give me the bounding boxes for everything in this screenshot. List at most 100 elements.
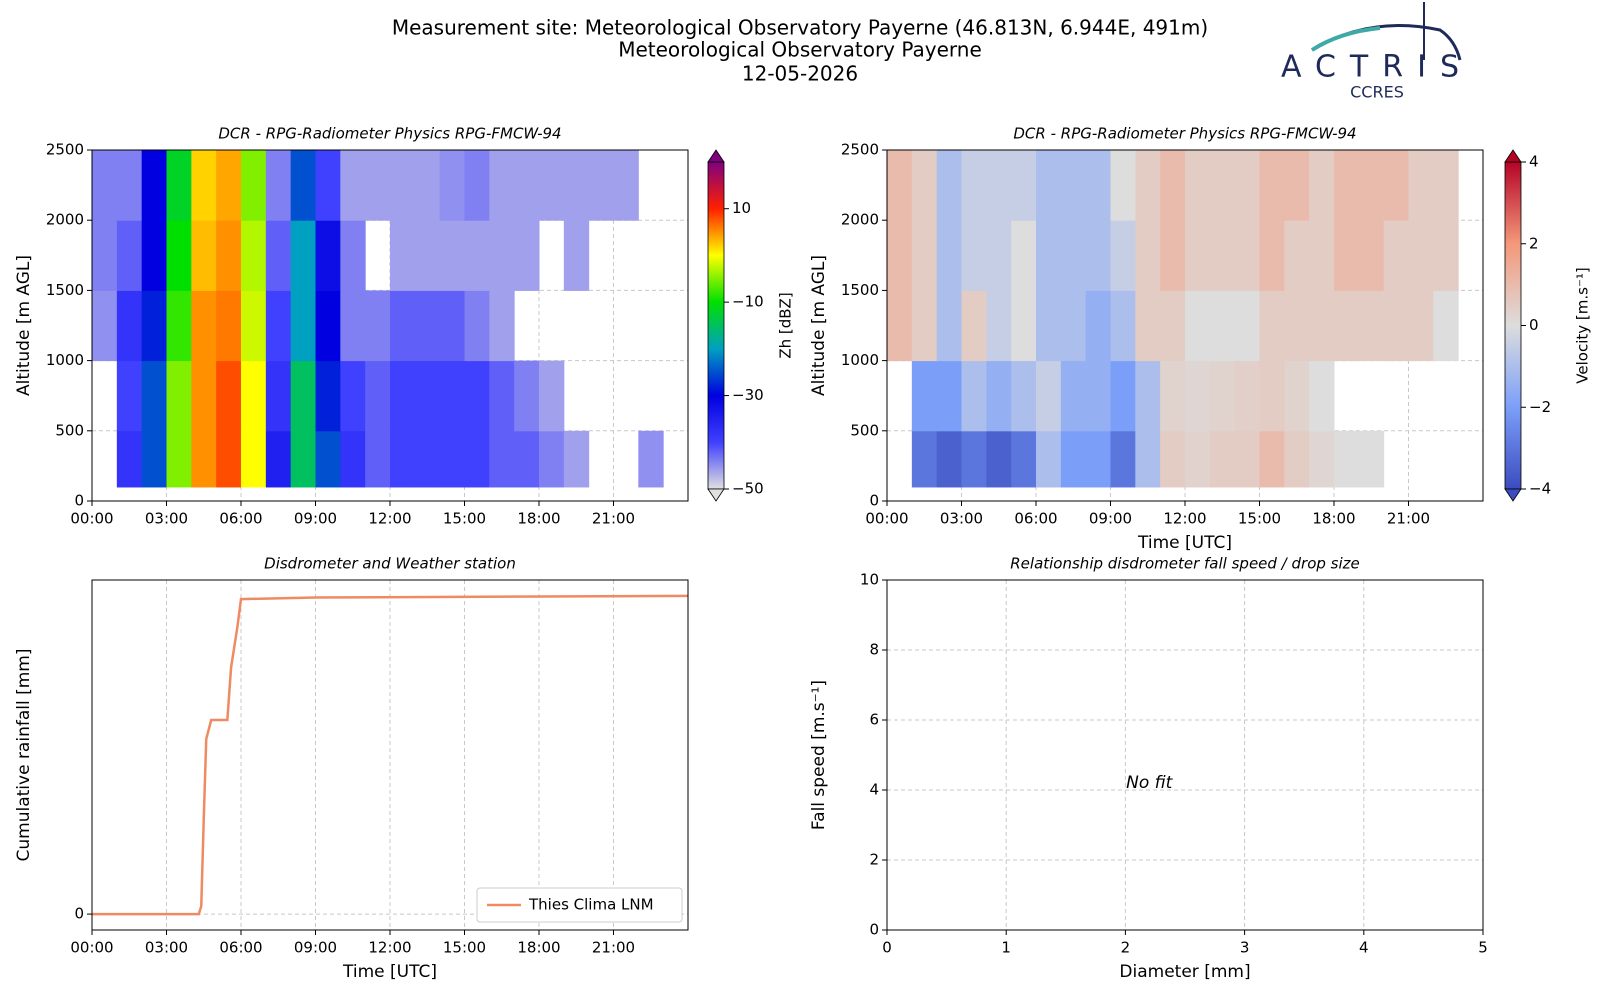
title-line: 12-05-2026 <box>742 62 858 86</box>
x-tick-label: 06:00 <box>219 939 262 957</box>
heatmap-cell <box>390 290 416 362</box>
x-tick-label: 00:00 <box>70 510 113 528</box>
colorbar-extend <box>707 149 725 163</box>
heatmap-cell <box>414 290 441 362</box>
heatmap-cell <box>1383 290 1409 362</box>
heatmap-cell <box>315 150 341 221</box>
heatmap-cell <box>1259 220 1285 291</box>
heatmap-cell <box>986 150 1012 221</box>
heatmap-cell <box>514 220 540 291</box>
heatmap-cell <box>514 430 540 488</box>
x-tick-label: 09:00 <box>294 939 337 957</box>
heatmap-cell <box>936 360 962 432</box>
heatmap-cell <box>365 290 391 362</box>
heatmap-cell <box>241 430 267 488</box>
heatmap-cell <box>1358 220 1385 291</box>
y-tick-label: 6 <box>869 711 879 729</box>
x-axis-label: Time [UTC] <box>1137 533 1232 553</box>
heatmap-cell <box>414 360 441 432</box>
heatmap-cell <box>961 360 987 432</box>
heatmap-cell <box>1334 220 1360 291</box>
colorbar-tick-label: 4 <box>1529 153 1539 171</box>
heatmap-cell <box>1209 150 1236 221</box>
x-tick-label: 06:00 <box>219 510 262 528</box>
heatmap-cell <box>265 150 292 221</box>
heatmap-cell <box>1234 290 1260 362</box>
colorbar-tick-label: −4 <box>1529 480 1551 498</box>
heatmap-cell <box>1135 430 1161 488</box>
heatmap-cell <box>1060 430 1087 488</box>
heatmap-cell <box>1135 290 1161 362</box>
chart-title: DCR - RPG-Radiometer Physics RPG-FMCW-94 <box>218 125 561 143</box>
x-axis-label: Time [UTC] <box>342 962 437 982</box>
x-tick-label: 09:00 <box>1089 510 1132 528</box>
x-tick-label: 12:00 <box>1163 510 1206 528</box>
heatmap-cell <box>390 430 416 488</box>
heatmap-cell <box>1060 150 1087 221</box>
heatmap-cell <box>1209 290 1236 362</box>
heatmap-cell <box>439 150 465 221</box>
heatmap-cell <box>265 220 292 291</box>
plot-frame <box>886 579 1484 931</box>
heatmap-cell <box>1433 220 1459 291</box>
heatmap-cell <box>1334 430 1360 488</box>
annotation: No fit <box>1126 773 1174 793</box>
heatmap-cell <box>464 220 490 291</box>
heatmap-cell <box>1284 150 1310 221</box>
heatmap-cell <box>439 220 465 291</box>
heatmap-cell <box>290 430 316 488</box>
heatmap-cell <box>390 150 416 221</box>
heatmap-cell <box>191 150 217 221</box>
heatmap-cell <box>464 150 490 221</box>
heatmap-cell <box>1309 360 1335 432</box>
y-tick-label: 0 <box>74 905 84 923</box>
heatmap-cell <box>1160 220 1186 291</box>
heatmap-cell <box>1060 290 1087 362</box>
line-series <box>92 594 689 916</box>
colorbar-label: Velocity [m.s⁻¹] <box>1574 267 1592 383</box>
heatmap-cell <box>1011 150 1037 221</box>
heatmap-cell <box>1383 220 1409 291</box>
heatmap-cell <box>92 220 118 291</box>
heatmap-cell <box>241 290 267 362</box>
heatmap-cell <box>439 290 465 362</box>
x-tick-label: 00:00 <box>865 510 908 528</box>
heatmap-cell <box>340 220 366 291</box>
heatmap-cell <box>216 290 242 362</box>
heatmap-cell <box>290 150 316 221</box>
heatmap-cell <box>365 360 391 432</box>
colorbar <box>1504 161 1522 490</box>
heatmap-cell <box>514 150 540 221</box>
heatmap-cell <box>1284 430 1310 488</box>
heatmap-cell <box>1110 150 1136 221</box>
y-tick-label: 1000 <box>841 351 879 369</box>
legend-label: Thies Clima LNM <box>528 896 654 914</box>
x-tick-label: 15:00 <box>443 939 486 957</box>
heatmap-cell <box>241 220 267 291</box>
heatmap-cell <box>514 360 540 432</box>
heatmap-cell <box>191 220 217 291</box>
title-line: Measurement site: Meteorological Observa… <box>392 16 1208 40</box>
heatmap-cell <box>1160 150 1186 221</box>
x-tick-label: 03:00 <box>145 510 188 528</box>
heatmap-cell <box>1209 430 1236 488</box>
heatmap-cell <box>489 150 515 221</box>
heatmap-cell <box>489 290 515 362</box>
colorbar-label: Zh [dBZ] <box>777 292 795 358</box>
legend-box <box>476 887 683 923</box>
heatmap-cell <box>191 430 217 488</box>
heatmap-cell <box>1085 220 1111 291</box>
x-tick-label: 03:00 <box>940 510 983 528</box>
heatmap-cell <box>166 290 192 362</box>
heatmap-cell <box>1085 430 1111 488</box>
colorbar-extend <box>1504 149 1522 163</box>
y-tick-label: 2500 <box>841 141 879 159</box>
heatmap-cell <box>141 360 167 432</box>
heatmap-cell <box>1358 290 1385 362</box>
heatmap-cell <box>1160 360 1186 432</box>
x-tick-label: 4 <box>1359 939 1369 957</box>
heatmap-cell <box>365 150 391 221</box>
heatmap-cell <box>1036 360 1062 432</box>
colorbar <box>707 161 725 490</box>
heatmap-cell <box>936 290 962 362</box>
